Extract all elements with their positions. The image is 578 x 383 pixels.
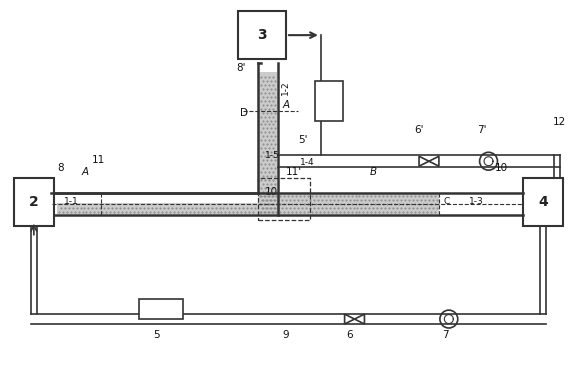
Bar bbox=[139, 299, 183, 319]
Text: 8: 8 bbox=[58, 163, 64, 173]
Text: 11': 11' bbox=[286, 167, 302, 177]
Bar bbox=[238, 11, 286, 59]
Text: A: A bbox=[81, 167, 88, 177]
Text: 5': 5' bbox=[298, 135, 307, 146]
Text: 2: 2 bbox=[29, 195, 39, 209]
Bar bbox=[315, 81, 343, 121]
Text: 3: 3 bbox=[257, 28, 267, 42]
Bar bbox=[57, 203, 258, 214]
Bar bbox=[259, 72, 277, 214]
Text: 10: 10 bbox=[495, 163, 507, 173]
Text: 7': 7' bbox=[477, 125, 486, 136]
Text: 1-1: 1-1 bbox=[64, 197, 79, 206]
Text: 12: 12 bbox=[553, 118, 566, 128]
Text: D: D bbox=[240, 108, 249, 118]
Text: B: B bbox=[369, 167, 376, 177]
Text: 5: 5 bbox=[153, 330, 160, 340]
Text: C: C bbox=[444, 197, 450, 206]
Text: 9: 9 bbox=[282, 330, 288, 340]
Text: 7: 7 bbox=[442, 330, 449, 340]
Text: A: A bbox=[282, 100, 289, 110]
Text: 1-2: 1-2 bbox=[281, 80, 290, 95]
Text: 1-3: 1-3 bbox=[469, 197, 483, 206]
Text: 10: 10 bbox=[265, 187, 278, 197]
Bar bbox=[523, 178, 563, 226]
Text: 11: 11 bbox=[91, 155, 105, 165]
Text: 4: 4 bbox=[538, 195, 548, 209]
Bar bbox=[258, 178, 310, 220]
Bar bbox=[258, 193, 439, 214]
Text: 6: 6 bbox=[347, 330, 353, 340]
Text: 1-5: 1-5 bbox=[265, 151, 280, 160]
Text: 6': 6' bbox=[414, 125, 424, 136]
Bar bbox=[14, 178, 54, 226]
Text: 1-4: 1-4 bbox=[300, 158, 314, 167]
Text: 8': 8' bbox=[236, 63, 246, 73]
